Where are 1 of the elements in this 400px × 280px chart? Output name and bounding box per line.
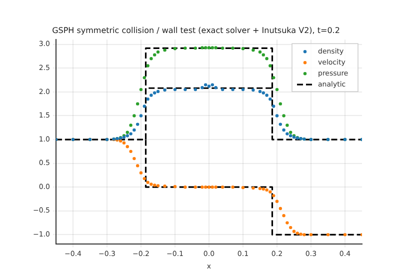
chart-title: GSPH symmetric collision / wall test (exact solver + Inutsuka V2), t=0.2 [52,26,340,35]
